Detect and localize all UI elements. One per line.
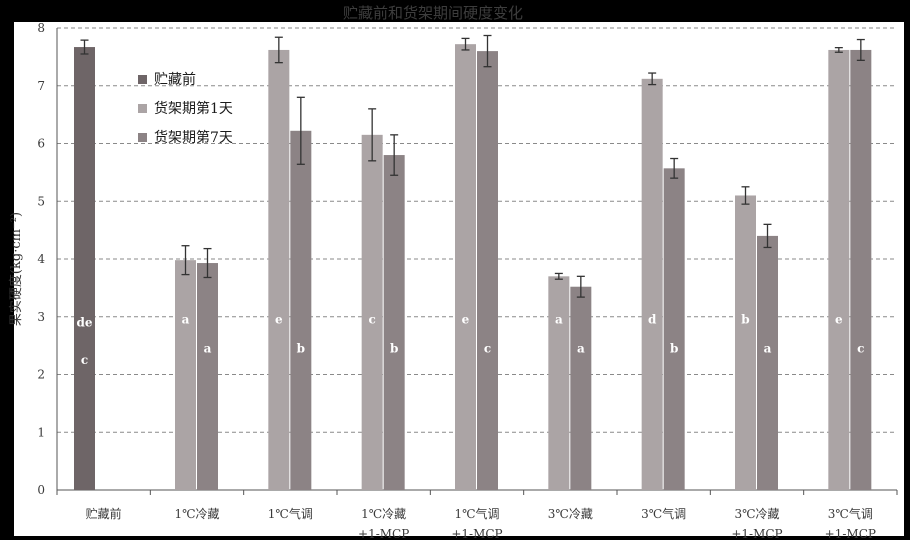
legend-swatch: [138, 104, 147, 113]
legend-swatch: [138, 75, 147, 84]
significance-letter: a: [182, 313, 190, 327]
bar-shelf-day1: [455, 44, 476, 491]
bar-shelf-day1: [641, 78, 663, 490]
legend-label: 货架期第7天: [154, 129, 233, 146]
category-label: 1℃气调: [268, 506, 313, 521]
bar-shelf-day1: [548, 276, 570, 490]
bar-shelf-day1: [735, 195, 756, 490]
y-tick-label: 4: [37, 252, 45, 266]
significance-letter: c: [369, 313, 376, 327]
significance-letter: e: [835, 313, 843, 327]
significance-letter: a: [764, 342, 772, 356]
significance-letter: e: [275, 313, 283, 327]
category-label: 贮藏前: [86, 506, 122, 521]
y-tick-label: 5: [37, 194, 45, 208]
bar-shelf-day7: [383, 155, 405, 491]
significance-letter: a: [577, 342, 585, 356]
bar-shelf-day7: [663, 168, 685, 490]
category-label: +1-MCP: [358, 527, 409, 540]
y-tick-label: 7: [37, 79, 45, 93]
bar-shelf-day7: [570, 286, 592, 490]
bar-shelf-day1: [268, 49, 290, 490]
bar-shelf-day7: [477, 51, 498, 490]
y-tick-label: 3: [37, 310, 45, 324]
significance-letter: a: [555, 313, 563, 327]
y-tick-label: 2: [37, 368, 45, 382]
y-tick-label: 0: [37, 483, 45, 497]
y-tick-label: 1: [37, 425, 45, 439]
bar-shelf-day7: [197, 263, 218, 490]
significance-letter: a: [204, 342, 212, 356]
bar-shelf-day7: [290, 130, 312, 491]
category-label: +1-MCP: [825, 527, 876, 540]
category-label: 1℃气调: [454, 506, 499, 521]
significance-letter: b: [741, 313, 749, 327]
significance-letter: b: [297, 342, 305, 356]
bar-shelf-day1: [828, 49, 850, 490]
category-label: 1℃冷藏: [361, 507, 406, 521]
y-tick-label: 8: [37, 21, 45, 35]
significance-letter: b: [390, 342, 398, 356]
bar-before-storage: [74, 47, 95, 491]
bar-shelf-day7: [850, 49, 872, 490]
significance-letter: e: [462, 313, 470, 327]
category-label: 3℃冷藏: [548, 507, 593, 521]
significance-letter: c: [857, 342, 864, 356]
bar-shelf-day1: [361, 134, 383, 490]
legend-swatch: [138, 133, 147, 142]
significance-letter: c: [81, 353, 88, 367]
y-tick-label: 6: [37, 137, 45, 151]
significance-letter: d: [648, 313, 657, 327]
chart-title: 贮藏前和货架期间硬度变化: [343, 4, 523, 22]
significance-letter: c: [484, 342, 491, 356]
significance-letter: de: [76, 316, 92, 330]
legend-label: 货架期第1天: [154, 100, 233, 117]
category-label: 3℃冷藏: [734, 507, 779, 521]
y-axis-label: 果实硬度(kg·cm⁻²): [8, 212, 24, 326]
category-label: +1-MCP: [731, 527, 782, 540]
legend-label: 贮藏前: [154, 71, 196, 88]
bar-shelf-day1: [175, 260, 196, 490]
category-label: +1-MCP: [451, 527, 502, 540]
category-label: 3℃气调: [828, 506, 873, 521]
category-label: 3℃气调: [641, 506, 686, 521]
category-label: 1℃冷藏: [174, 507, 219, 521]
significance-letter: b: [670, 342, 678, 356]
bar-shelf-day7: [757, 235, 778, 490]
